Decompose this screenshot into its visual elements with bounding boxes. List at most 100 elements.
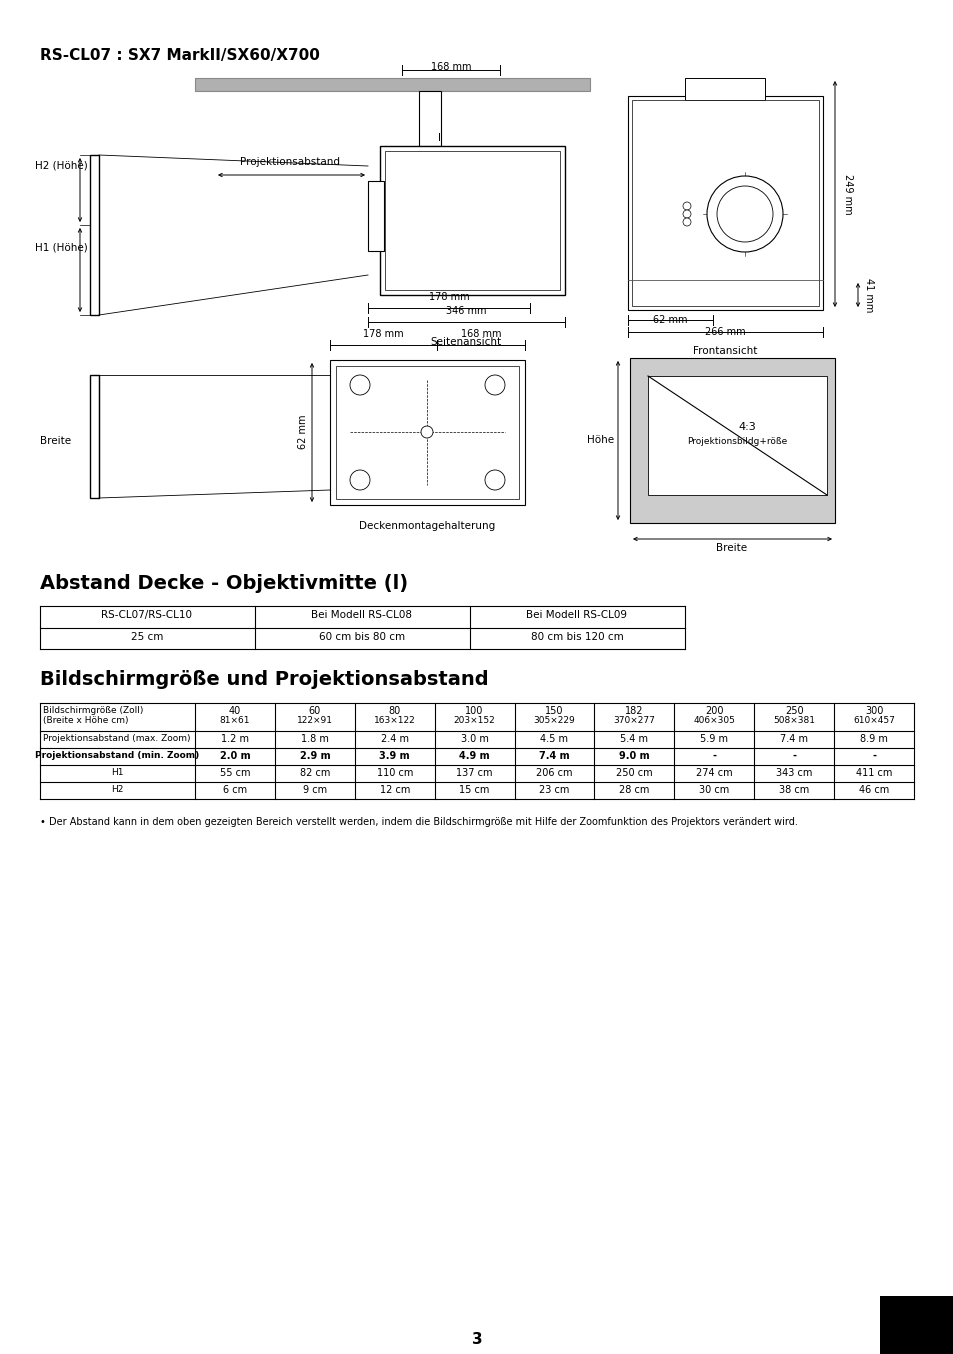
Circle shape: [717, 185, 772, 242]
Text: 40: 40: [229, 705, 241, 716]
Text: 370×277: 370×277: [613, 716, 655, 724]
Text: 178 mm: 178 mm: [362, 329, 403, 338]
Circle shape: [540, 187, 548, 195]
Text: Seitenansicht: Seitenansicht: [430, 337, 501, 347]
Text: RS-CL07/RS-CL10: RS-CL07/RS-CL10: [101, 611, 193, 620]
Circle shape: [682, 218, 690, 226]
Text: Frontansicht: Frontansicht: [692, 347, 757, 356]
Text: Bei Modell RS-CL08: Bei Modell RS-CL08: [312, 611, 412, 620]
Text: Breite: Breite: [716, 543, 747, 552]
Circle shape: [484, 375, 504, 395]
Text: 41 mm: 41 mm: [863, 278, 873, 313]
Text: 508×381: 508×381: [772, 716, 814, 724]
Text: -: -: [871, 751, 875, 761]
Text: Projektionsabstand (max. Zoom): Projektionsabstand (max. Zoom): [43, 734, 191, 743]
Bar: [627, 96, 822, 310]
Text: 25 cm: 25 cm: [131, 632, 163, 642]
Bar: [379, 146, 564, 295]
Bar: [90, 154, 99, 315]
Text: 249 mm: 249 mm: [842, 173, 852, 214]
Text: 137 cm: 137 cm: [456, 768, 493, 779]
Text: 250: 250: [784, 705, 802, 716]
Circle shape: [540, 202, 548, 210]
Text: 178 mm: 178 mm: [428, 292, 469, 302]
Text: 300: 300: [864, 705, 882, 716]
Circle shape: [350, 470, 370, 490]
Circle shape: [706, 176, 782, 252]
Text: Projektionsabstand (min. Zoom): Projektionsabstand (min. Zoom): [35, 751, 199, 760]
Text: 3.9 m: 3.9 m: [379, 751, 410, 761]
Circle shape: [540, 217, 548, 225]
Circle shape: [350, 375, 370, 395]
Bar: [335, 366, 518, 500]
Text: H2 (Höhe): H2 (Höhe): [35, 160, 88, 171]
Text: 23 cm: 23 cm: [538, 785, 569, 795]
Text: 60 cm bis 80 cm: 60 cm bis 80 cm: [318, 632, 405, 642]
Text: 110 cm: 110 cm: [376, 768, 413, 779]
Text: 55 cm: 55 cm: [219, 768, 250, 779]
Text: 266 mm: 266 mm: [704, 328, 744, 337]
Text: -: -: [712, 751, 716, 761]
Text: 30 cm: 30 cm: [699, 785, 729, 795]
Text: 200: 200: [704, 705, 722, 716]
Text: 8.9 m: 8.9 m: [860, 734, 887, 743]
Text: 4.5 m: 4.5 m: [540, 734, 568, 743]
Text: 62 mm: 62 mm: [297, 414, 308, 450]
Text: 5.4 m: 5.4 m: [619, 734, 648, 743]
Bar: [418, 91, 440, 146]
Text: 168 mm: 168 mm: [431, 62, 471, 72]
Text: 5.9 m: 5.9 m: [700, 734, 727, 743]
Text: 346 mm: 346 mm: [445, 306, 486, 315]
Text: 406×305: 406×305: [693, 716, 735, 724]
Text: -: -: [791, 751, 796, 761]
Text: 274 cm: 274 cm: [696, 768, 732, 779]
Bar: [385, 152, 559, 290]
Text: 1.2 m: 1.2 m: [221, 734, 249, 743]
Text: 82 cm: 82 cm: [299, 768, 330, 779]
Text: Bildschirmgröße und Projektionsabstand: Bildschirmgröße und Projektionsabstand: [40, 670, 488, 689]
Text: 6 cm: 6 cm: [223, 785, 247, 795]
Bar: [90, 375, 99, 498]
Text: 60: 60: [309, 705, 320, 716]
Text: 38 cm: 38 cm: [779, 785, 808, 795]
Text: H1: H1: [111, 768, 123, 777]
Text: 1.8 m: 1.8 m: [300, 734, 329, 743]
Text: 150: 150: [545, 705, 563, 716]
Text: 122×91: 122×91: [296, 716, 333, 724]
Text: Projektionsbildg+röße: Projektionsbildg+röße: [686, 436, 786, 445]
Text: 610×457: 610×457: [852, 716, 894, 724]
Text: 2.0 m: 2.0 m: [219, 751, 250, 761]
Text: Projektionsabstand: Projektionsabstand: [240, 157, 339, 167]
Circle shape: [484, 470, 504, 490]
Text: RS-CL07 : SX7 MarkII/SX60/X700: RS-CL07 : SX7 MarkII/SX60/X700: [40, 47, 319, 64]
Text: 7.4 m: 7.4 m: [780, 734, 807, 743]
Text: 305×229: 305×229: [533, 716, 575, 724]
Circle shape: [682, 210, 690, 218]
Text: 9 cm: 9 cm: [302, 785, 327, 795]
Circle shape: [682, 202, 690, 210]
Text: 28 cm: 28 cm: [618, 785, 649, 795]
Text: 80 cm bis 120 cm: 80 cm bis 120 cm: [530, 632, 622, 642]
Text: 168 mm: 168 mm: [460, 329, 500, 338]
Text: Höhe: Höhe: [586, 435, 614, 445]
Text: 206 cm: 206 cm: [536, 768, 572, 779]
Bar: [631, 100, 818, 306]
Bar: [879, 1296, 953, 1354]
Text: • Der Abstand kann in dem oben gezeigten Bereich verstellt werden, indem die Bil: • Der Abstand kann in dem oben gezeigten…: [40, 816, 797, 827]
Bar: [629, 357, 834, 523]
Text: 411 cm: 411 cm: [855, 768, 891, 779]
Text: 163×122: 163×122: [374, 716, 416, 724]
Bar: [684, 79, 764, 100]
Bar: [647, 376, 826, 496]
Text: 3.0 m: 3.0 m: [460, 734, 488, 743]
Text: Bei Modell RS-CL09: Bei Modell RS-CL09: [526, 611, 627, 620]
Text: 62 mm: 62 mm: [652, 315, 686, 325]
Text: 15 cm: 15 cm: [459, 785, 489, 795]
Text: 81×61: 81×61: [219, 716, 250, 724]
Text: 2.4 m: 2.4 m: [380, 734, 408, 743]
Text: 9.0 m: 9.0 m: [618, 751, 649, 761]
Text: 12 cm: 12 cm: [379, 785, 410, 795]
Text: 100: 100: [465, 705, 483, 716]
Text: 2.9 m: 2.9 m: [299, 751, 330, 761]
Text: 182: 182: [624, 705, 643, 716]
